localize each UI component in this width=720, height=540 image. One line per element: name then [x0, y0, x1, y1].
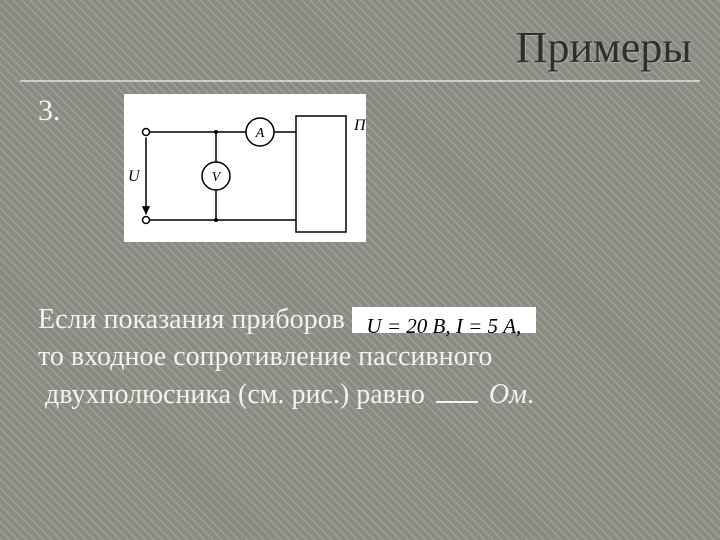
text-line1-prefix: Если показания приборов: [38, 304, 352, 335]
answer-blank: [436, 376, 478, 403]
svg-text:V: V: [212, 170, 222, 185]
svg-text:U: U: [128, 168, 141, 185]
period: .: [527, 379, 534, 410]
text-line2: то входное сопротивление пассивного: [38, 341, 492, 372]
unit-label: Ом: [489, 379, 527, 410]
formula-inline: U = 20 В, I = 5 А,: [352, 307, 536, 333]
question-text: Если показания приборов U = 20 В, I = 5 …: [38, 302, 692, 414]
circuit-diagram: U A V П: [124, 94, 366, 242]
question-number: 3.: [38, 94, 61, 128]
svg-text:A: A: [255, 126, 265, 141]
formula-text: U = 20 В, I = 5 А,: [352, 313, 536, 339]
text-line3-prefix: двухполюсника (см. рис.) равно: [45, 379, 432, 410]
title-rule: [20, 80, 700, 82]
svg-text:П: П: [353, 117, 366, 134]
slide-title: Примеры: [516, 22, 692, 73]
